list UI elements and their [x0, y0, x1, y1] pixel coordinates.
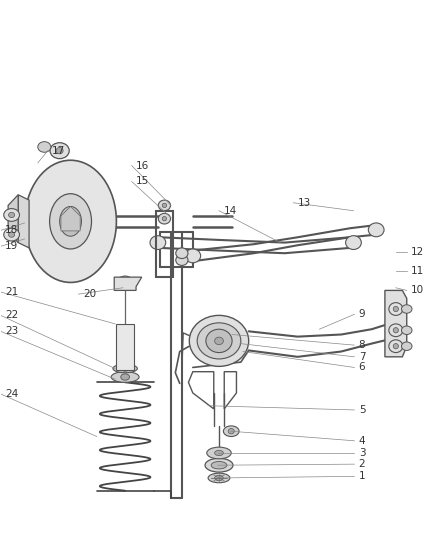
Ellipse shape [60, 206, 81, 236]
Text: 4: 4 [359, 436, 365, 446]
Text: 11: 11 [411, 266, 424, 276]
Ellipse shape [393, 328, 399, 333]
Ellipse shape [402, 326, 412, 335]
Text: 18: 18 [5, 225, 18, 236]
Polygon shape [18, 195, 29, 248]
Polygon shape [8, 195, 18, 243]
Text: 12: 12 [411, 247, 424, 256]
Ellipse shape [150, 236, 166, 249]
Polygon shape [117, 324, 134, 370]
Ellipse shape [205, 458, 233, 472]
Text: 3: 3 [359, 448, 365, 458]
Ellipse shape [389, 324, 403, 337]
Text: 10: 10 [411, 285, 424, 295]
Ellipse shape [162, 216, 166, 221]
Text: 8: 8 [359, 340, 365, 350]
Ellipse shape [158, 213, 170, 224]
Ellipse shape [389, 340, 403, 352]
Text: 22: 22 [5, 310, 18, 320]
Ellipse shape [9, 232, 14, 237]
Ellipse shape [49, 193, 92, 249]
Ellipse shape [207, 447, 231, 459]
Text: 23: 23 [5, 326, 18, 336]
Ellipse shape [4, 228, 19, 241]
Ellipse shape [122, 280, 128, 285]
Text: 19: 19 [5, 241, 18, 252]
Ellipse shape [113, 364, 138, 373]
Text: 16: 16 [136, 160, 149, 171]
Text: 2: 2 [359, 459, 365, 469]
Text: 5: 5 [359, 405, 365, 415]
Ellipse shape [206, 329, 232, 352]
Polygon shape [114, 277, 142, 290]
Ellipse shape [121, 366, 129, 371]
Ellipse shape [176, 248, 188, 259]
Text: 17: 17 [52, 146, 65, 156]
Ellipse shape [117, 276, 133, 289]
Text: 14: 14 [223, 206, 237, 216]
Ellipse shape [211, 462, 227, 469]
Ellipse shape [215, 450, 223, 456]
Text: 7: 7 [359, 352, 365, 362]
Ellipse shape [402, 342, 412, 350]
Text: 15: 15 [136, 176, 149, 187]
Text: 9: 9 [359, 309, 365, 319]
Ellipse shape [197, 323, 241, 359]
Text: 24: 24 [5, 389, 18, 399]
Ellipse shape [389, 303, 403, 316]
Text: 20: 20 [83, 289, 96, 299]
Ellipse shape [50, 143, 69, 159]
Ellipse shape [228, 429, 234, 434]
Ellipse shape [215, 475, 223, 481]
Ellipse shape [56, 148, 63, 154]
Ellipse shape [38, 142, 51, 152]
Ellipse shape [176, 255, 188, 265]
Ellipse shape [215, 337, 223, 345]
Ellipse shape [158, 200, 170, 211]
Polygon shape [385, 290, 407, 357]
Ellipse shape [223, 426, 239, 437]
Text: 21: 21 [5, 287, 18, 297]
Text: 6: 6 [359, 362, 365, 373]
Polygon shape [61, 206, 80, 231]
Ellipse shape [393, 344, 399, 349]
Ellipse shape [9, 212, 14, 217]
Ellipse shape [189, 316, 249, 366]
Ellipse shape [111, 372, 139, 382]
Text: 1: 1 [359, 471, 365, 481]
Ellipse shape [162, 203, 166, 207]
Ellipse shape [208, 473, 230, 483]
Ellipse shape [346, 236, 361, 249]
Ellipse shape [368, 223, 384, 237]
Ellipse shape [402, 305, 412, 313]
Ellipse shape [185, 249, 201, 263]
Ellipse shape [393, 306, 399, 312]
Ellipse shape [121, 374, 130, 380]
Ellipse shape [4, 208, 19, 221]
Ellipse shape [25, 160, 117, 282]
Text: 13: 13 [297, 198, 311, 208]
